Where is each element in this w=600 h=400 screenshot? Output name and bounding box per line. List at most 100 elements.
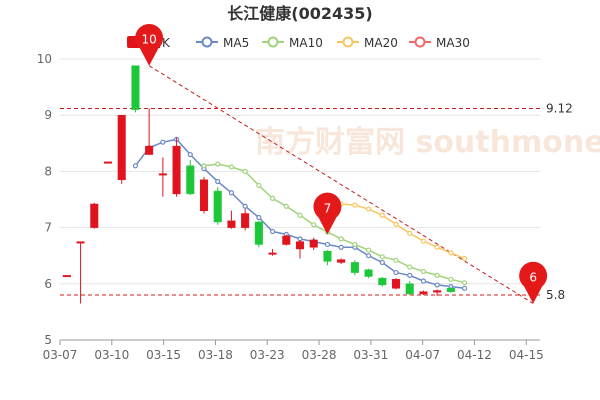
series-point-ma10	[461, 280, 468, 286]
series-point-ma5	[269, 228, 276, 235]
candle[interactable]	[405, 280, 414, 296]
legend-label-ma20: MA20	[364, 36, 398, 50]
series-point-ma20	[420, 238, 427, 244]
series-point-ma5	[256, 214, 262, 221]
candle[interactable]	[364, 268, 373, 279]
series-point-ma10	[434, 272, 440, 278]
series-line-ma20[interactable]	[341, 203, 465, 260]
candle[interactable]	[117, 114, 126, 184]
legend-swatch-ma30-dot	[414, 36, 426, 48]
axis-ticks: 5 6 7 8 9 10 03-07 03-10 03-15 03-18 03-23 03-28 03-…	[37, 52, 544, 362]
y-tick-label: 5	[44, 333, 52, 347]
y-tick-label: 7	[44, 221, 52, 235]
series-point-ma5	[132, 163, 139, 169]
candle[interactable]	[446, 286, 455, 293]
y-tick-label: 6	[44, 277, 52, 291]
candle[interactable]	[350, 260, 359, 276]
candle-body	[241, 213, 250, 228]
series-point-ma10	[311, 222, 317, 228]
series-point-ma5	[338, 244, 344, 250]
candle[interactable]	[337, 258, 346, 265]
candle-body	[172, 145, 181, 195]
series-point-ma5	[407, 272, 413, 278]
x-tick-label: 04-07	[405, 348, 440, 362]
candle[interactable]	[172, 137, 181, 197]
candle-body	[378, 277, 387, 286]
candle-body	[76, 241, 85, 244]
series-point-ma20	[448, 250, 454, 256]
candle[interactable]	[241, 209, 250, 231]
series-point-ma20	[365, 206, 372, 212]
legend-item-ma30[interactable]: MA30	[409, 36, 470, 50]
candle[interactable]	[227, 210, 236, 229]
price-marker[interactable]: 10	[135, 24, 164, 66]
legend-item-ma10[interactable]: MA10	[262, 36, 323, 50]
moving-average-lines	[132, 136, 468, 291]
candle[interactable]	[131, 65, 140, 113]
x-tick-label: 03-31	[353, 348, 388, 362]
series-point-ma10	[201, 163, 207, 169]
candle[interactable]	[268, 248, 277, 256]
candle[interactable]	[62, 275, 71, 278]
candle[interactable]	[158, 157, 167, 197]
y-tick-label: 8	[44, 164, 52, 178]
candle[interactable]	[391, 278, 401, 290]
series-point-ma20	[379, 212, 385, 218]
price-marker[interactable]: 6	[519, 261, 548, 304]
chart-title: 长江健康(002435)	[227, 4, 372, 23]
candle[interactable]	[323, 250, 332, 266]
series-point-ma10	[393, 257, 399, 263]
series-point-ma5	[187, 151, 193, 158]
price-markers: 10 7 6	[135, 24, 548, 304]
legend-item-ma5[interactable]: MA5	[196, 36, 249, 50]
candle[interactable]	[103, 161, 113, 164]
candle-body	[90, 203, 99, 228]
candle[interactable]	[254, 220, 263, 248]
candle-body	[62, 275, 71, 278]
candle[interactable]	[309, 237, 318, 251]
candle[interactable]	[433, 289, 442, 297]
trend-line	[148, 65, 534, 304]
candle-body	[337, 259, 346, 263]
candle-body	[350, 262, 359, 273]
watermark: 南方财富网 southmoney.com	[255, 125, 600, 160]
candle-body	[268, 252, 277, 255]
candle[interactable]	[145, 108, 154, 155]
series-point-ma20	[461, 255, 468, 262]
candle-body	[186, 165, 195, 195]
legend-swatch-ma10-dot	[267, 36, 279, 48]
candle[interactable]	[76, 241, 85, 304]
series-point-ma10	[338, 236, 344, 242]
x-tick-label: 03-28	[302, 348, 337, 362]
candle-body	[282, 235, 291, 245]
series-point-ma20	[434, 244, 440, 250]
candle[interactable]	[378, 277, 387, 287]
series-point-ma10	[448, 276, 454, 282]
candle[interactable]	[282, 234, 291, 246]
legend-item-ma20[interactable]: MA20	[337, 36, 398, 50]
candle[interactable]	[295, 239, 305, 259]
series-point-ma5	[160, 139, 166, 145]
price-marker[interactable]: 7	[313, 192, 342, 235]
legend-label-ma10: MA10	[289, 36, 323, 50]
series-point-ma5	[324, 241, 331, 248]
candle-body	[227, 220, 236, 228]
marker-pin	[519, 261, 548, 304]
candle[interactable]	[90, 202, 99, 229]
candle[interactable]	[186, 160, 195, 196]
x-tick-label: 03-23	[250, 348, 285, 362]
candle[interactable]	[213, 187, 222, 225]
candle-body	[364, 269, 373, 277]
candle[interactable]	[199, 177, 209, 214]
candle-body	[309, 239, 318, 248]
reference-label: 5.8	[546, 288, 565, 302]
legend-label-ma5: MA5	[223, 36, 249, 50]
marker-label: 6	[529, 270, 537, 284]
candle-body	[131, 65, 140, 110]
series-point-ma10	[269, 195, 276, 201]
candle-body	[103, 161, 113, 164]
candle[interactable]	[419, 290, 428, 296]
candle-body	[295, 241, 305, 250]
x-tick-label: 03-07	[43, 348, 78, 362]
